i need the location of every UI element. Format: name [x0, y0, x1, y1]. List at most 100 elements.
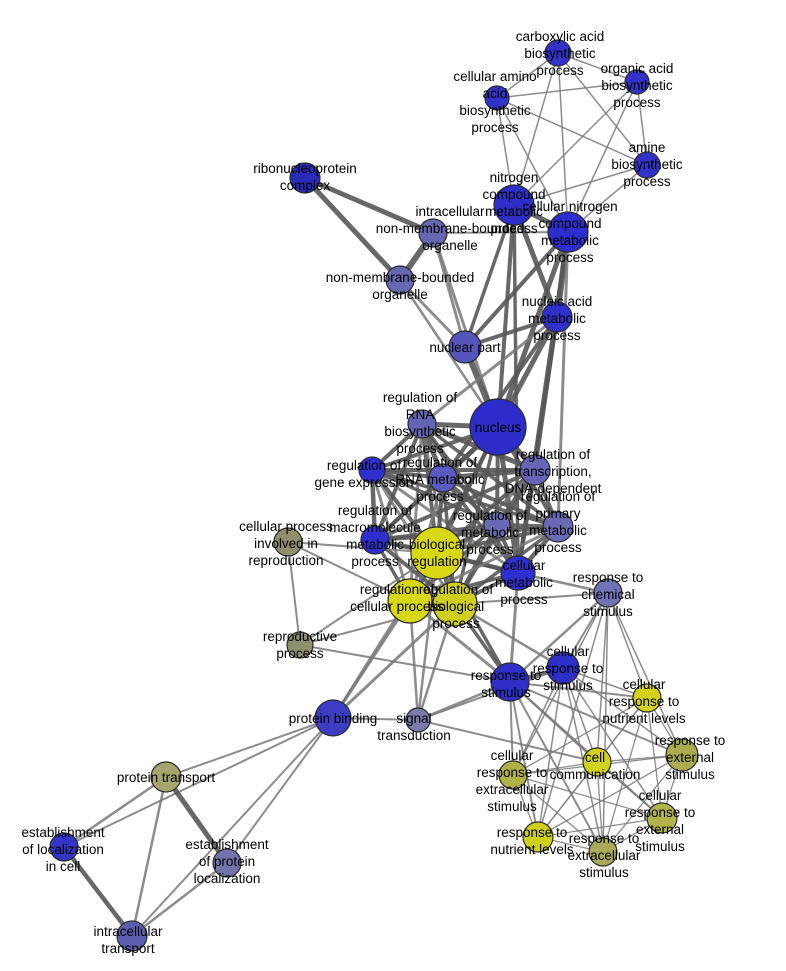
edge-ca-nc	[513, 52, 559, 206]
node-inmb[interactable]	[418, 218, 448, 248]
label-crn-line2: nutrient levels	[602, 711, 686, 726]
edge-aa-cnc	[496, 97, 569, 233]
node-res[interactable]	[665, 738, 699, 772]
node-cc[interactable]	[582, 747, 612, 777]
node-pb[interactable]	[314, 699, 352, 737]
label-na-line2: process	[533, 328, 581, 343]
label-cc-line0: cell	[585, 750, 605, 765]
node-rrm[interactable]	[428, 463, 458, 493]
node-rs[interactable]	[490, 662, 530, 702]
label-epl-line0: establishment	[185, 837, 269, 852]
label-crx-line0: cellular	[639, 788, 682, 803]
edge-na-rrb	[421, 315, 558, 426]
edge-rcs-cc	[596, 592, 609, 763]
node-cpr[interactable]	[273, 527, 303, 557]
label-nu-line0: nucleus	[475, 420, 522, 435]
label-rt-line0: regulation of	[516, 447, 591, 462]
node-ca[interactable]	[544, 39, 572, 67]
node-cmp[interactable]	[500, 555, 536, 591]
label-na-line0: nucleic acid	[522, 294, 593, 309]
node-rt[interactable]	[519, 454, 551, 486]
edge-oa-am	[636, 81, 648, 166]
label-rnl-line0: response to	[497, 825, 568, 840]
node-crx[interactable]	[646, 802, 678, 834]
label-rbp-line2: process	[432, 616, 480, 631]
node-rge[interactable]	[358, 456, 386, 484]
node-br[interactable]	[410, 526, 464, 580]
edge-rrm-rmm	[373, 476, 445, 542]
edge-crs-cc	[562, 667, 598, 763]
node-rrb[interactable]	[407, 409, 437, 439]
node-oa[interactable]	[624, 69, 650, 95]
node-np[interactable]	[448, 330, 482, 364]
edge-crs-rnl	[537, 667, 564, 838]
edge-rs-crn	[509, 681, 648, 699]
node-am[interactable]	[633, 151, 661, 179]
edge-st-cc	[417, 719, 598, 763]
label-na-line1: metabolic	[528, 311, 586, 326]
label-rrb-line3: process	[396, 441, 444, 456]
edge-rcs-res	[607, 592, 683, 756]
label-nc-line1: compound	[482, 187, 545, 202]
edge-pt-it	[130, 776, 168, 937]
node-it[interactable]	[116, 920, 148, 952]
edge-cnc-rpm	[556, 231, 570, 528]
node-aa[interactable]	[484, 85, 510, 111]
label-rcp-line1: cellular process	[350, 599, 444, 614]
node-cnc[interactable]	[547, 211, 589, 253]
node-cre[interactable]	[498, 760, 528, 790]
label-rge-line0: regulation of	[327, 458, 402, 473]
edge-rnp-inmb	[304, 175, 434, 236]
label-aa-line2: biosynthetic	[459, 103, 531, 118]
label-rex-line1: extracellular	[568, 848, 641, 863]
node-rmp[interactable]	[483, 511, 511, 539]
label-it-line0: intracellular	[93, 924, 163, 939]
label-br-line0: biological	[409, 537, 465, 552]
label-rpm-line2: metabolic	[529, 523, 587, 538]
edge-aa-oa	[496, 81, 638, 99]
node-rmm[interactable]	[360, 525, 390, 555]
label-cre-line3: stimulus	[487, 799, 537, 814]
node-rp[interactable]	[286, 631, 314, 659]
node-na[interactable]	[541, 301, 573, 333]
edge-crn-cre	[512, 697, 648, 776]
node-nu[interactable]	[469, 398, 527, 456]
edge-aa-am	[496, 97, 648, 166]
node-nmb[interactable]	[385, 265, 415, 295]
label-res-line0: response to	[655, 733, 726, 748]
node-rcp[interactable]	[387, 578, 433, 624]
label-rt-line1: transcription,	[514, 464, 591, 479]
edge-rrm-rpm	[442, 476, 559, 529]
node-rbp[interactable]	[432, 581, 478, 627]
label-inmb-line0: intracellular	[415, 204, 485, 219]
node-epl[interactable]	[212, 848, 242, 878]
edge-rge-cmp	[371, 468, 519, 575]
node-nc[interactable]	[493, 184, 535, 226]
edge-rpm-rcp	[409, 525, 559, 603]
node-crs[interactable]	[546, 651, 580, 685]
node-pt[interactable]	[150, 761, 182, 793]
label-aa-line0: cellular amino	[453, 69, 536, 84]
edge-st-crs	[417, 667, 564, 721]
label-nmb-line1: organelle	[372, 287, 428, 302]
node-st[interactable]	[405, 707, 431, 733]
node-rnp[interactable]	[289, 162, 321, 194]
label-nc-line2: metabolic	[485, 204, 543, 219]
edge-res-rnl	[537, 754, 683, 838]
node-rpm[interactable]	[542, 511, 574, 543]
edge-ca-am	[557, 52, 648, 166]
node-elc[interactable]	[49, 832, 79, 862]
edge-nmb-nu	[398, 279, 500, 428]
node-rcs[interactable]	[593, 578, 623, 608]
edge-oa-cnc	[567, 81, 638, 233]
node-rex[interactable]	[588, 837, 618, 867]
node-crn[interactable]	[632, 683, 662, 713]
label-cpr-line2: reproduction	[248, 553, 323, 568]
label-res-line2: stimulus	[665, 767, 715, 782]
edge-pb-epl	[226, 717, 334, 864]
label-elc-line1: of localization	[22, 842, 104, 857]
node-rnl[interactable]	[522, 821, 554, 853]
edge-cpr-rp	[287, 541, 301, 646]
label-rex-line2: stimulus	[579, 865, 629, 880]
label-nc-line3: process	[490, 221, 538, 236]
